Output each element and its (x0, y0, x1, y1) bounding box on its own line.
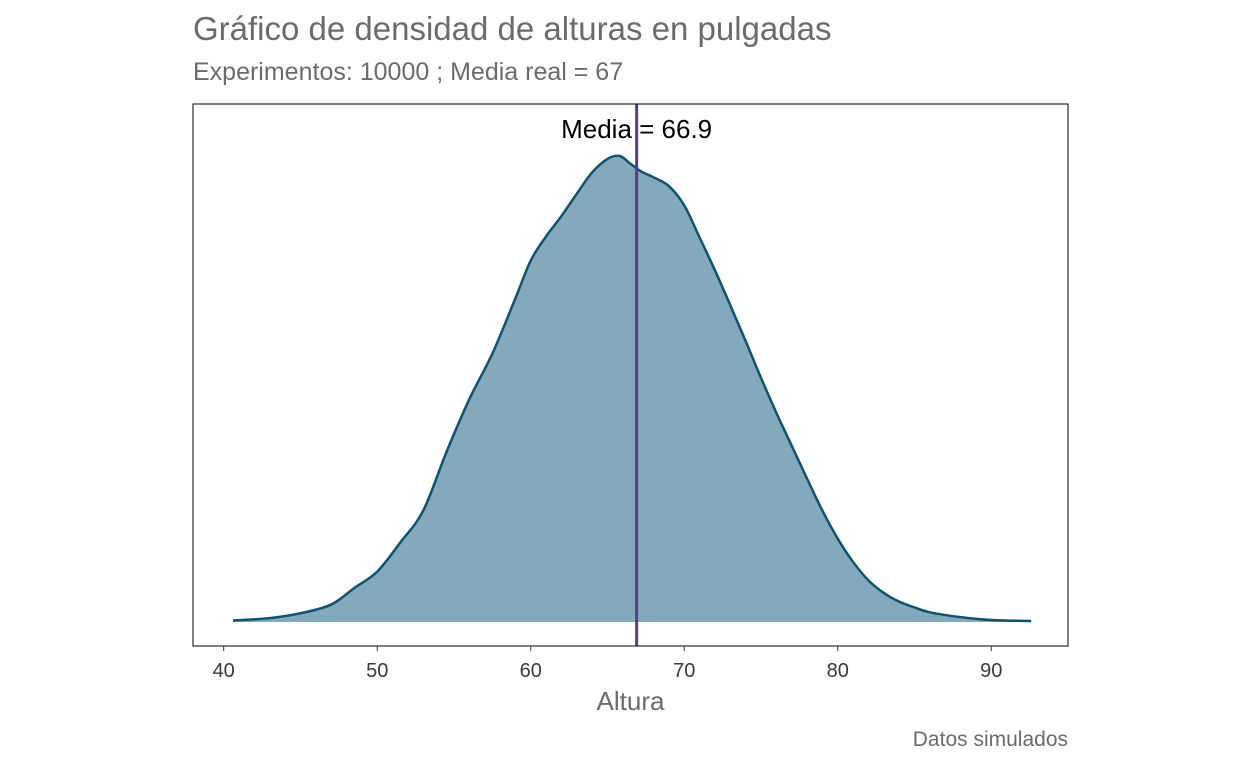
x-tick-label: 50 (366, 660, 388, 682)
chart-caption: Datos simulados (912, 728, 1068, 751)
x-tick-label: 60 (520, 660, 542, 682)
mean-label: Media = 66.9 (561, 114, 712, 144)
density-curve (232, 154, 1032, 623)
x-tick-label: 90 (980, 660, 1002, 682)
x-tick-label: 80 (827, 660, 849, 682)
x-axis-title: Altura (597, 686, 665, 716)
x-axis: 40 50 60 70 80 90 (213, 646, 1002, 682)
plot-frame (192, 103, 1069, 647)
x-tick-label: 70 (673, 660, 695, 682)
x-tick-label: 40 (213, 660, 235, 682)
chart-subtitle: Experimentos: 10000 ; Media real = 67 (193, 58, 624, 86)
density-area (232, 155, 1032, 622)
chart-title: Gráfico de densidad de alturas en pulgad… (193, 10, 832, 47)
